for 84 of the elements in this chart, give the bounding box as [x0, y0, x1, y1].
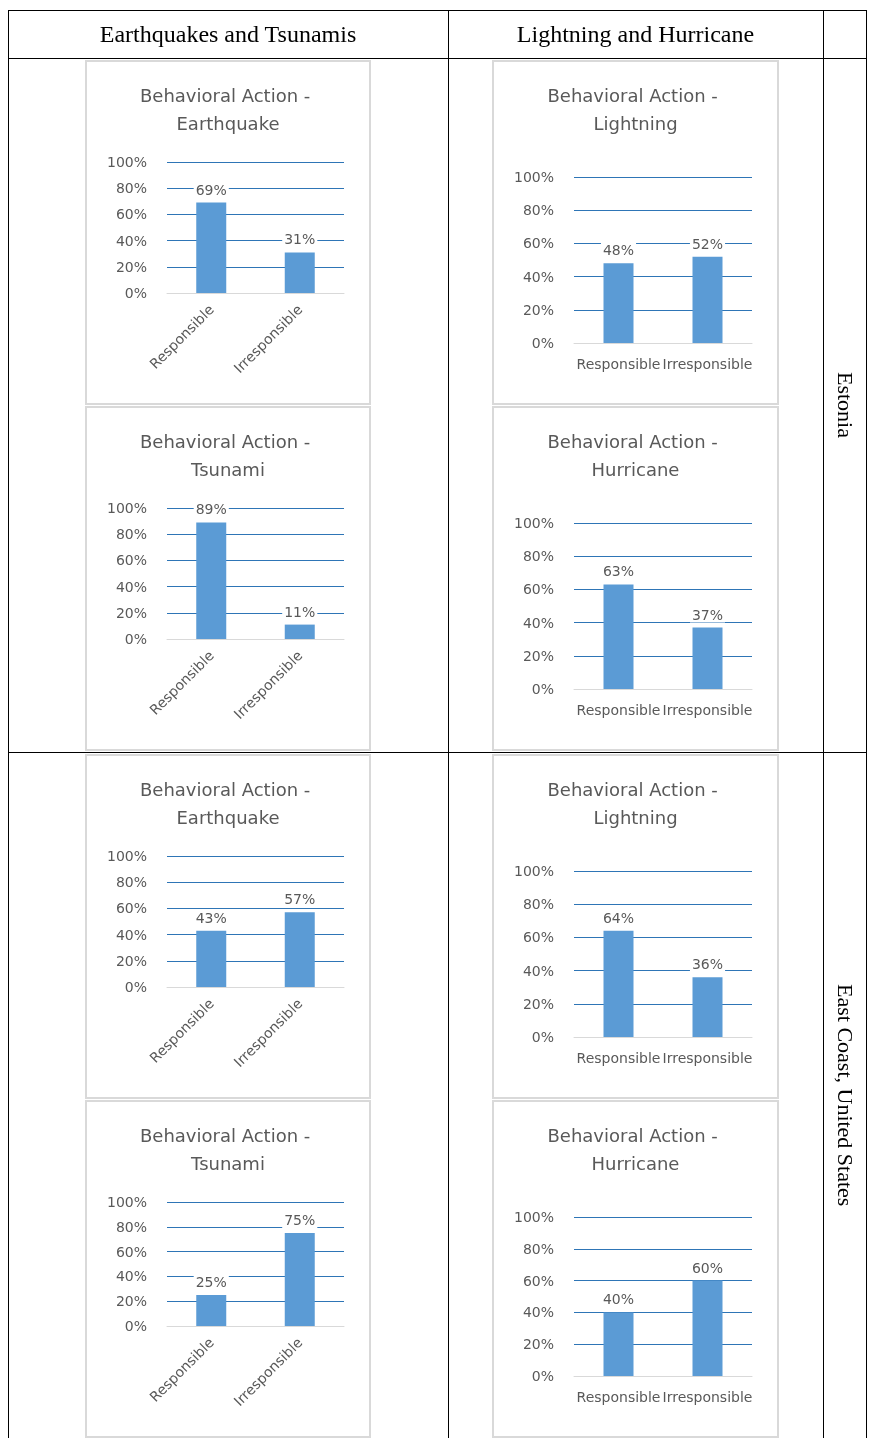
chart-title: Behavioral Action - Tsunami — [140, 1124, 316, 1174]
y-tick-label: 0% — [124, 631, 147, 647]
x-tick-label: Irresponsible — [662, 1389, 753, 1405]
y-tick-label: 80% — [522, 896, 554, 913]
y-tick-label: 40% — [115, 232, 147, 249]
y-tick-label: 0% — [124, 285, 147, 301]
x-tick-label: Responsible — [576, 1389, 661, 1405]
data-label: 75% — [284, 1212, 316, 1228]
y-tick-label: 40% — [522, 962, 554, 979]
x-tick-label: Responsible — [576, 1050, 661, 1066]
y-tick-label: 80% — [115, 526, 147, 543]
y-tick-label: 60% — [522, 1272, 554, 1289]
y-tick-label: 40% — [522, 1304, 554, 1321]
y-tick-label: 20% — [522, 1336, 554, 1353]
data-label: 43% — [195, 909, 227, 926]
y-tick-label: 100% — [513, 515, 554, 531]
y-tick-label: 80% — [522, 202, 554, 219]
chart-title: Behavioral Action - Hurricane — [547, 430, 724, 480]
y-tick-label: 20% — [522, 647, 554, 664]
text: Lightning and Hurricane — [515, 19, 756, 49]
y-tick-label: 20% — [522, 301, 554, 318]
y-tick-label: 80% — [522, 548, 554, 565]
y-tick-label: 60% — [522, 581, 554, 598]
chart-title: Behavioral Action - Earthquake — [140, 84, 316, 134]
data-label: 57% — [284, 891, 316, 908]
y-tick-label: 40% — [522, 268, 554, 285]
x-tick-label: Responsible — [576, 702, 661, 718]
y-tick-label: 40% — [115, 578, 147, 595]
y-tick-label: 60% — [115, 206, 147, 223]
chart-title: Behavioral Action - Lightning — [547, 778, 724, 828]
x-tick-label: Responsible — [576, 356, 661, 372]
y-tick-label: 20% — [115, 952, 147, 969]
data-label: 60% — [691, 1259, 724, 1276]
text: Estonia — [831, 372, 858, 438]
text: East Coast, United States — [831, 983, 858, 1207]
y-tick-label: 40% — [115, 926, 147, 943]
data-label: 40% — [602, 1291, 635, 1308]
data-label: 36% — [691, 956, 724, 973]
data-label: 25% — [195, 1274, 227, 1290]
y-tick-label: 60% — [522, 929, 554, 946]
y-tick-label: 0% — [531, 1368, 554, 1384]
y-tick-label: 100% — [513, 1209, 554, 1225]
x-tick-label: Irresponsible — [662, 1050, 753, 1066]
x-tick-label: Irresponsible — [662, 702, 753, 718]
y-tick-label: 100% — [513, 863, 554, 879]
y-tick-label: 80% — [522, 1240, 554, 1257]
y-tick-label: 0% — [124, 979, 147, 995]
chart-title: Behavioral Action - Hurricane — [547, 1124, 724, 1174]
y-tick-label: 100% — [106, 1194, 147, 1210]
x-tick-label: Irresponsible — [662, 356, 753, 372]
y-tick-label: 0% — [531, 681, 554, 697]
y-tick-label: 20% — [522, 995, 554, 1012]
data-label: 52% — [691, 235, 724, 252]
chart-title: Behavioral Action - Lightning — [547, 84, 724, 134]
data-label: 63% — [602, 563, 635, 580]
y-tick-label: 100% — [106, 500, 147, 516]
y-tick-label: 20% — [115, 1293, 147, 1310]
y-tick-label: 0% — [531, 1029, 554, 1045]
data-label: 37% — [691, 606, 724, 623]
y-tick-label: 100% — [106, 154, 147, 170]
y-tick-label: 40% — [522, 614, 554, 631]
y-tick-label: 20% — [115, 258, 147, 275]
data-label: 89% — [195, 501, 227, 518]
chart-title: Behavioral Action - Earthquake — [140, 778, 316, 828]
y-tick-label: 100% — [106, 848, 147, 864]
data-label: 48% — [602, 242, 635, 259]
y-tick-label: 60% — [115, 552, 147, 569]
data-label: 31% — [284, 231, 316, 248]
y-tick-label: 80% — [115, 180, 147, 197]
y-tick-label: 80% — [115, 1218, 147, 1235]
data-label: 11% — [284, 603, 316, 620]
chart-title: Behavioral Action - Tsunami — [140, 430, 316, 480]
y-tick-label: 100% — [513, 169, 554, 185]
y-tick-label: 40% — [115, 1268, 147, 1285]
data-label: 64% — [602, 909, 635, 926]
y-tick-label: 60% — [115, 900, 147, 917]
data-label: 69% — [195, 181, 227, 198]
y-tick-label: 80% — [115, 874, 147, 891]
text: Earthquakes and Tsunamis — [98, 19, 358, 49]
y-tick-label: 0% — [124, 1318, 147, 1334]
y-tick-label: 60% — [522, 235, 554, 252]
y-tick-label: 20% — [115, 604, 147, 621]
y-tick-label: 0% — [531, 335, 554, 351]
y-tick-label: 60% — [115, 1243, 147, 1260]
